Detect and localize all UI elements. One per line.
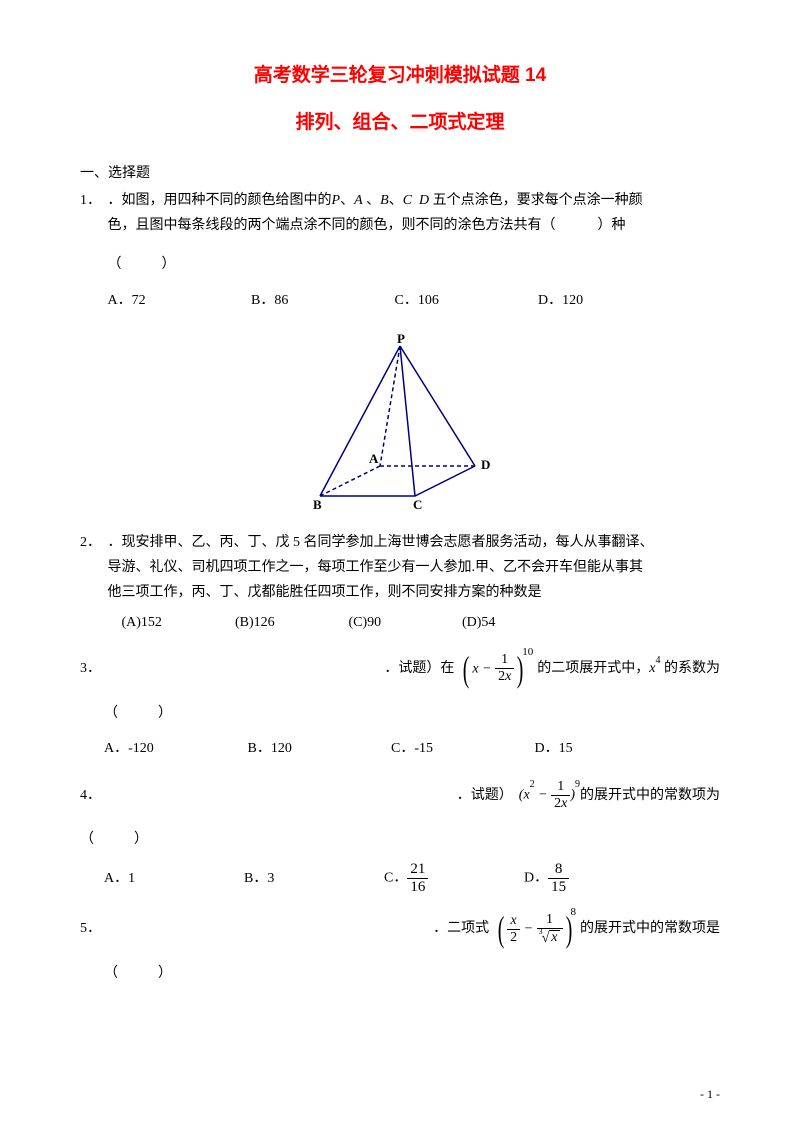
label-c: C bbox=[413, 497, 422, 511]
q1-pt-p: P bbox=[332, 193, 341, 208]
q1-pt-d: D bbox=[419, 193, 429, 208]
q3-opt-b: B．120 bbox=[248, 736, 388, 761]
question-1: 1． ．如图，用四种不同的颜色给图中的P、A 、B、C D 五个点涂色，要求每个… bbox=[80, 188, 720, 323]
q1-text-b: 五个点涂色，要求每个点涂一种颜 bbox=[433, 193, 643, 208]
page-number: - 1 - bbox=[700, 1087, 720, 1102]
q1-text: ．如图，用四种不同的颜色给图中的P、A 、B、C D 五个点涂色，要求每个点涂一… bbox=[108, 193, 643, 233]
q3-num: 3． bbox=[80, 656, 104, 681]
q1-opt-b: B．86 bbox=[251, 288, 391, 313]
q5-prefix: ．二项式 bbox=[104, 916, 495, 941]
section-header: 一、选择题 bbox=[80, 162, 720, 182]
q2-opt-b: (B)126 bbox=[235, 610, 315, 635]
q4-prefix: ．试题） bbox=[104, 783, 519, 808]
q3-opt-c: C．-15 bbox=[391, 736, 531, 761]
label-p: P bbox=[397, 331, 405, 346]
q3-exp: 10 bbox=[522, 646, 533, 658]
q4-options: A．1 B．3 C．2116 D．815 bbox=[104, 862, 720, 895]
q5-formula: (x2 − 13x)8 bbox=[495, 913, 580, 945]
q1-opt-a: A．72 bbox=[108, 288, 248, 313]
main-title: 高考数学三轮复习冲刺模拟试题 14 bbox=[80, 60, 720, 87]
q1-pt-c: C bbox=[403, 193, 412, 208]
q3-options: A．-120 B．120 C．-15 D．15 bbox=[104, 736, 720, 761]
q5-suffix: 的展开式中的常数项是 bbox=[580, 916, 720, 941]
q2-options: (A)152 (B)126 (C)90 (D)54 bbox=[122, 610, 708, 635]
q1-paren: （ ） bbox=[108, 252, 708, 277]
q5-exp: 8 bbox=[571, 906, 577, 918]
q4-opt-d: D．815 bbox=[524, 862, 664, 895]
q4-opt-a: A．1 bbox=[104, 866, 244, 891]
q2-line2: 导游、礼仪、司机四项工作之一，每项工作至少有一人参加.甲、乙不会开车但能从事其 bbox=[108, 560, 644, 575]
subtitle: 排列、组合、二项式定理 bbox=[80, 107, 720, 134]
q1-opt-d: D．120 bbox=[538, 288, 678, 313]
question-4: 4． ．试题） (x2 − 12x)9 的展开式中的常数项为 （ ） A．1 B… bbox=[80, 780, 720, 895]
q3-suffix: 的二项展开式中，x4 的系数为 bbox=[537, 656, 720, 681]
q2-line3: 他三项工作，丙、丁、戊都能胜任四项工作，则不同安排方案的种数是 bbox=[108, 585, 542, 600]
question-2: 2． ．现安排甲、乙、丙、丁、戊 5 名同学参加上海世博会志愿者服务活动，每人从… bbox=[80, 530, 720, 635]
question-5: 5． ．二项式 (x2 − 13x)8 的展开式中的常数项是 （ ） bbox=[80, 913, 720, 987]
pyramid-svg: P A B C D bbox=[285, 331, 515, 511]
q3-paren: （ ） bbox=[104, 701, 720, 726]
q4-num: 4． bbox=[80, 783, 104, 808]
q1-pt-b: B bbox=[380, 193, 389, 208]
label-a: A bbox=[369, 451, 379, 466]
q2-opt-a: (A)152 bbox=[122, 610, 202, 635]
q3-formula: (x − 12x)10 bbox=[460, 653, 537, 685]
q3-opt-a: A．-120 bbox=[104, 736, 244, 761]
label-d: D bbox=[481, 457, 490, 472]
q2-num: 2． bbox=[80, 530, 104, 555]
q1-num: 1． bbox=[80, 188, 104, 213]
label-b: B bbox=[313, 497, 322, 511]
q5-paren: （ ） bbox=[104, 961, 720, 986]
q3-prefix: ．试题）在 bbox=[104, 656, 460, 681]
q2-opt-c: (C)90 bbox=[349, 610, 429, 635]
pyramid-figure: P A B C D bbox=[80, 331, 720, 516]
q4-formula: (x2 − 12x)9 bbox=[519, 780, 580, 811]
q3-opt-d: D．15 bbox=[535, 736, 675, 761]
q1-text-a: ．如图，用四种不同的颜色给图中的 bbox=[108, 193, 332, 208]
q1-options: A．72 B．86 C．106 D．120 bbox=[108, 288, 708, 313]
q2-line1: ．现安排甲、乙、丙、丁、戊 5 名同学参加上海世博会志愿者服务活动，每人从事翻译… bbox=[108, 535, 654, 550]
q2-opt-d: (D)54 bbox=[462, 610, 542, 635]
q1-opt-c: C．106 bbox=[395, 288, 535, 313]
q4-suffix: 的展开式中的常数项为 bbox=[580, 783, 720, 808]
q5-num: 5． bbox=[80, 916, 104, 941]
q4-opt-b: B．3 bbox=[244, 866, 384, 891]
q4-opt-c: C．2116 bbox=[384, 862, 524, 895]
question-3: 3． ．试题）在 (x − 12x)10 的二项展开式中，x4 的系数为 （ ）… bbox=[80, 653, 720, 762]
q4-exp: 9 bbox=[575, 779, 580, 790]
q1-text-d: ）种 bbox=[598, 218, 626, 233]
q1-text-c: 色，且图中每条线段的两个端点涂不同的颜色，则不同的涂色方法共有（ bbox=[108, 218, 556, 233]
q1-pt-a: A bbox=[354, 193, 363, 208]
q4-paren: （ ） bbox=[80, 827, 720, 852]
